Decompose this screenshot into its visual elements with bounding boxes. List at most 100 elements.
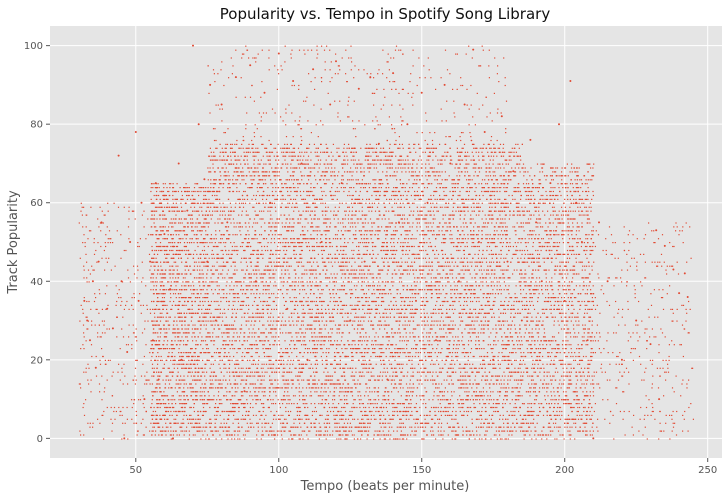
data-point bbox=[512, 253, 514, 255]
data-point bbox=[490, 147, 492, 149]
data-point bbox=[231, 147, 233, 149]
data-point bbox=[492, 190, 494, 193]
data-point bbox=[505, 179, 507, 181]
data-point bbox=[366, 234, 368, 236]
data-point bbox=[439, 418, 441, 420]
data-point bbox=[493, 383, 495, 385]
data-point bbox=[392, 438, 395, 440]
data-point bbox=[428, 273, 430, 275]
data-point bbox=[322, 300, 324, 303]
data-point bbox=[470, 218, 472, 220]
data-point bbox=[394, 194, 396, 197]
data-point bbox=[419, 218, 421, 220]
data-point bbox=[439, 281, 441, 283]
data-point bbox=[234, 340, 236, 342]
data-point bbox=[243, 371, 245, 373]
data-point bbox=[394, 352, 396, 354]
data-point bbox=[392, 253, 394, 255]
data-point bbox=[476, 297, 478, 299]
data-point bbox=[502, 403, 504, 405]
data-point bbox=[275, 183, 277, 185]
data-point bbox=[488, 190, 490, 193]
data-point bbox=[402, 422, 404, 424]
data-point bbox=[316, 151, 318, 153]
data-point bbox=[213, 187, 215, 189]
data-point bbox=[455, 277, 457, 279]
data-point bbox=[450, 289, 452, 291]
data-point bbox=[287, 190, 289, 193]
data-point bbox=[250, 261, 252, 263]
data-point bbox=[281, 320, 283, 322]
data-point bbox=[347, 159, 349, 161]
data-point bbox=[389, 418, 391, 420]
data-point bbox=[213, 281, 215, 283]
data-point bbox=[272, 273, 274, 275]
data-point bbox=[438, 265, 440, 267]
data-point bbox=[291, 289, 293, 291]
data-point bbox=[465, 363, 467, 365]
data-point bbox=[391, 245, 393, 248]
data-point bbox=[464, 375, 467, 377]
data-point bbox=[495, 222, 497, 224]
data-point bbox=[293, 206, 295, 208]
data-point bbox=[290, 143, 292, 145]
data-point bbox=[310, 363, 312, 365]
data-point bbox=[482, 308, 484, 310]
data-point bbox=[314, 348, 316, 350]
data-point bbox=[420, 198, 422, 200]
data-point bbox=[432, 222, 434, 224]
data-point bbox=[470, 348, 473, 350]
data-point bbox=[356, 285, 358, 287]
data-point bbox=[513, 214, 515, 216]
data-point bbox=[259, 187, 261, 189]
data-point bbox=[247, 375, 249, 377]
data-point bbox=[460, 320, 462, 322]
data-point bbox=[278, 363, 280, 365]
data-point bbox=[396, 363, 398, 365]
data-point bbox=[449, 414, 451, 416]
data-point bbox=[267, 320, 269, 322]
data-point bbox=[351, 359, 353, 361]
data-point bbox=[378, 320, 380, 322]
data-point bbox=[390, 234, 392, 236]
data-point bbox=[477, 336, 479, 338]
data-point bbox=[462, 238, 464, 240]
data-point bbox=[300, 336, 302, 338]
data-point bbox=[413, 210, 415, 212]
data-point bbox=[228, 426, 231, 428]
data-point bbox=[404, 159, 407, 161]
data-point bbox=[452, 403, 454, 405]
data-point bbox=[257, 163, 259, 165]
data-point bbox=[387, 265, 389, 267]
data-point bbox=[347, 434, 349, 436]
data-point bbox=[506, 355, 508, 358]
data-point bbox=[335, 300, 337, 303]
data-point bbox=[232, 293, 234, 295]
data-point bbox=[323, 434, 325, 436]
data-point bbox=[296, 379, 299, 381]
data-point bbox=[428, 222, 430, 224]
data-point bbox=[240, 324, 243, 326]
data-point bbox=[231, 371, 233, 373]
data-point bbox=[500, 175, 502, 177]
data-point bbox=[279, 406, 281, 409]
data-point bbox=[462, 202, 464, 204]
data-point bbox=[306, 269, 308, 271]
data-point bbox=[446, 194, 448, 197]
data-point bbox=[422, 332, 424, 334]
data-point bbox=[364, 230, 366, 232]
data-point bbox=[319, 245, 321, 248]
data-point bbox=[292, 395, 295, 397]
data-point bbox=[421, 371, 423, 373]
data-point bbox=[362, 359, 364, 361]
data-point bbox=[360, 430, 363, 432]
data-point bbox=[256, 261, 258, 263]
data-point bbox=[294, 206, 297, 208]
data-point bbox=[226, 175, 228, 177]
data-point bbox=[446, 151, 448, 153]
data-point bbox=[373, 387, 375, 389]
data-point bbox=[238, 406, 240, 409]
data-point bbox=[314, 198, 316, 200]
data-point bbox=[208, 359, 210, 361]
data-point bbox=[275, 391, 277, 393]
